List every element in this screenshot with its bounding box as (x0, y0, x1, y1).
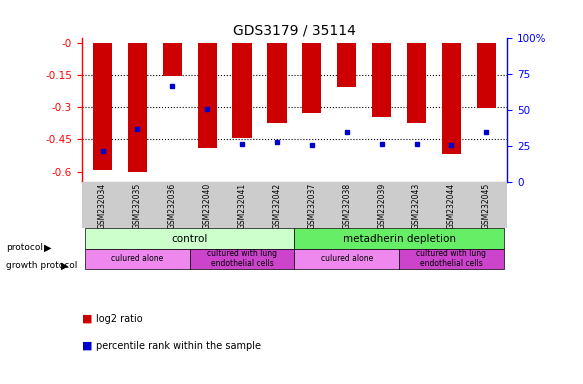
Text: culured alone: culured alone (111, 254, 164, 263)
Text: culured alone: culured alone (321, 254, 373, 263)
Text: log2 ratio: log2 ratio (96, 314, 143, 324)
Bar (163, 43, 182, 76)
Bar (198, 43, 217, 148)
Text: cultured with lung
endothelial cells: cultured with lung endothelial cells (416, 249, 486, 268)
Bar (85, 228, 294, 249)
Text: GSM232035: GSM232035 (133, 182, 142, 228)
Text: GSM232039: GSM232039 (377, 182, 386, 228)
Text: protocol: protocol (6, 243, 43, 252)
Text: GSM232041: GSM232041 (238, 182, 247, 228)
Text: ▶: ▶ (61, 261, 69, 271)
Bar (294, 228, 504, 249)
Text: GSM232036: GSM232036 (168, 182, 177, 228)
Bar (399, 249, 504, 269)
Title: GDS3179 / 35114: GDS3179 / 35114 (233, 23, 356, 37)
Bar (302, 43, 321, 113)
Bar (189, 249, 294, 269)
Text: ■: ■ (82, 341, 92, 351)
Text: GSM232043: GSM232043 (412, 182, 421, 228)
Text: ▶: ▶ (44, 243, 51, 253)
Text: GSM232044: GSM232044 (447, 182, 456, 228)
Text: control: control (171, 233, 208, 243)
Bar (477, 43, 496, 108)
Bar (268, 43, 287, 123)
Bar (233, 43, 252, 138)
Text: GSM232042: GSM232042 (272, 182, 282, 228)
Text: growth protocol: growth protocol (6, 261, 77, 270)
Bar (85, 249, 189, 269)
Text: GSM232040: GSM232040 (203, 182, 212, 228)
Bar (337, 43, 356, 87)
Text: GSM232045: GSM232045 (482, 182, 491, 228)
Bar (372, 43, 391, 117)
Text: GSM232034: GSM232034 (98, 182, 107, 228)
Text: cultured with lung
endothelial cells: cultured with lung endothelial cells (207, 249, 277, 268)
Text: percentile rank within the sample: percentile rank within the sample (96, 341, 261, 351)
Bar (93, 43, 112, 169)
Bar (294, 249, 399, 269)
Text: ■: ■ (82, 314, 92, 324)
Bar (442, 43, 461, 154)
Text: metadherin depletion: metadherin depletion (343, 233, 455, 243)
Text: GSM232037: GSM232037 (307, 182, 317, 228)
Text: GSM232038: GSM232038 (342, 182, 351, 228)
Bar (407, 43, 426, 123)
Bar (128, 43, 147, 172)
